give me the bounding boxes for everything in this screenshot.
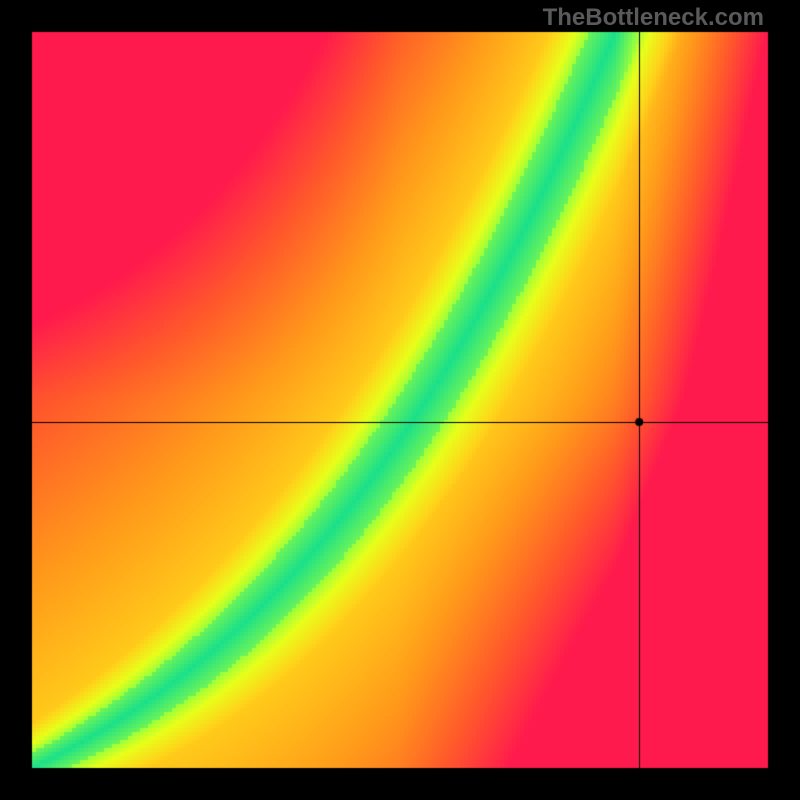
watermark-label: TheBottleneck.com (543, 4, 764, 32)
bottleneck-heatmap (0, 0, 800, 800)
